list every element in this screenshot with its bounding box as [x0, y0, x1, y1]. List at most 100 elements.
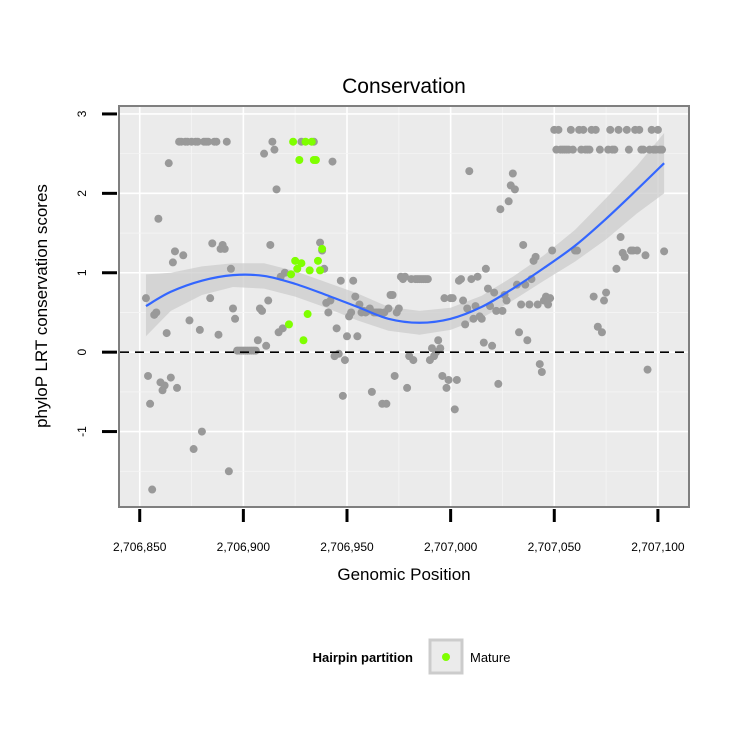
data-point-other [635, 125, 644, 134]
data-point-other [168, 258, 177, 267]
data-point-other [162, 329, 171, 338]
data-point-other [164, 159, 173, 168]
data-point-other [343, 332, 351, 341]
data-point-other [144, 371, 153, 380]
data-point-other [622, 125, 631, 134]
data-point-other [316, 238, 325, 247]
data-point-other [573, 246, 582, 255]
x-tick-label: 2,706,900 [217, 540, 271, 554]
data-point-other [610, 145, 619, 154]
data-point-other [593, 322, 602, 331]
data-point-other [195, 325, 204, 334]
data-point-other [170, 247, 179, 256]
data-point-other [349, 276, 358, 285]
x-tick-label: 2,707,050 [528, 540, 582, 554]
x-tick-label: 2,706,950 [320, 540, 374, 554]
data-point-other [490, 288, 499, 297]
data-point-other [465, 167, 474, 176]
confidence-band [145, 132, 665, 337]
data-point-other [436, 344, 445, 353]
data-point-other [229, 304, 237, 313]
y-tick-label: 1 [75, 269, 89, 276]
data-point-other [214, 330, 223, 339]
data-point-other [531, 252, 540, 261]
data-point-other [463, 304, 472, 313]
data-point-other [403, 383, 412, 392]
data-point-mature [289, 137, 298, 146]
data-point-other [347, 308, 356, 317]
data-point-other [264, 296, 273, 305]
data-point-other [206, 294, 215, 303]
data-point-other [384, 304, 393, 313]
x-tick-label: 2,707,000 [424, 540, 478, 554]
data-point-other [589, 292, 598, 301]
data-point-other [160, 381, 169, 390]
x-tick-label: 2,707,100 [631, 540, 685, 554]
data-point-other [585, 145, 594, 154]
data-point-other [338, 391, 347, 400]
data-point-other [438, 371, 447, 380]
data-point-other [434, 336, 443, 345]
data-point-other [166, 373, 175, 382]
data-point-other [409, 356, 418, 365]
data-point-other [620, 252, 629, 261]
data-point-other [519, 240, 528, 249]
y-axis-title: phyloP LRT conservation scores [32, 184, 51, 428]
data-point-other [595, 145, 604, 154]
data-point-other [401, 272, 410, 281]
data-point-other [515, 328, 524, 337]
data-point-mature [313, 256, 322, 265]
data-point-other [494, 379, 503, 388]
data-point-other [502, 296, 511, 305]
data-point-other [616, 233, 625, 242]
data-point-other [332, 324, 341, 333]
data-point-other [448, 294, 457, 303]
data-point-other [367, 387, 376, 396]
data-point-other [614, 125, 623, 134]
data-point-other [193, 137, 202, 146]
data-point-other [324, 308, 333, 317]
data-point-other [394, 304, 403, 313]
legend: Hairpin partition Mature [313, 638, 510, 675]
data-point-other [488, 341, 497, 350]
data-point-other [647, 125, 656, 134]
data-point-other [197, 427, 206, 436]
data-point-other [452, 375, 461, 384]
data-point-other [268, 137, 277, 146]
data-point-other [278, 324, 287, 333]
data-point-mature [295, 155, 304, 164]
plot-panel [118, 105, 690, 508]
data-point-mature [297, 259, 306, 268]
data-point-other [212, 137, 221, 146]
data-point-other [606, 125, 615, 134]
data-point-other [146, 399, 155, 408]
legend-title: Hairpin partition [313, 650, 413, 665]
data-point-other [624, 145, 633, 154]
data-point-other [525, 300, 534, 309]
data-point-other [224, 467, 233, 476]
x-tick-label: 2,706,850 [113, 540, 167, 554]
chart-title: Conservation [342, 75, 466, 98]
data-point-other [185, 316, 194, 325]
data-point-other [262, 341, 271, 350]
data-point-other [444, 375, 453, 384]
data-point-mature [316, 266, 325, 275]
data-point-other [226, 264, 235, 273]
data-point-mature [287, 270, 296, 279]
data-point-other [173, 383, 182, 392]
data-point-other [204, 137, 213, 146]
data-point-other [388, 290, 397, 299]
y-tick-label: 0 [75, 349, 89, 356]
data-point-mature [307, 137, 316, 146]
data-point-other [641, 251, 650, 260]
data-point-other [450, 405, 459, 414]
data-point-other [658, 145, 667, 154]
data-point-other [253, 336, 262, 345]
data-point-mature [291, 256, 300, 265]
legend-label-mature: Mature [470, 650, 510, 665]
data-point-other [643, 365, 652, 374]
data-point-other [653, 125, 662, 134]
data-point-other [382, 399, 391, 408]
data-point-other [353, 332, 362, 341]
data-point-other [597, 328, 606, 337]
